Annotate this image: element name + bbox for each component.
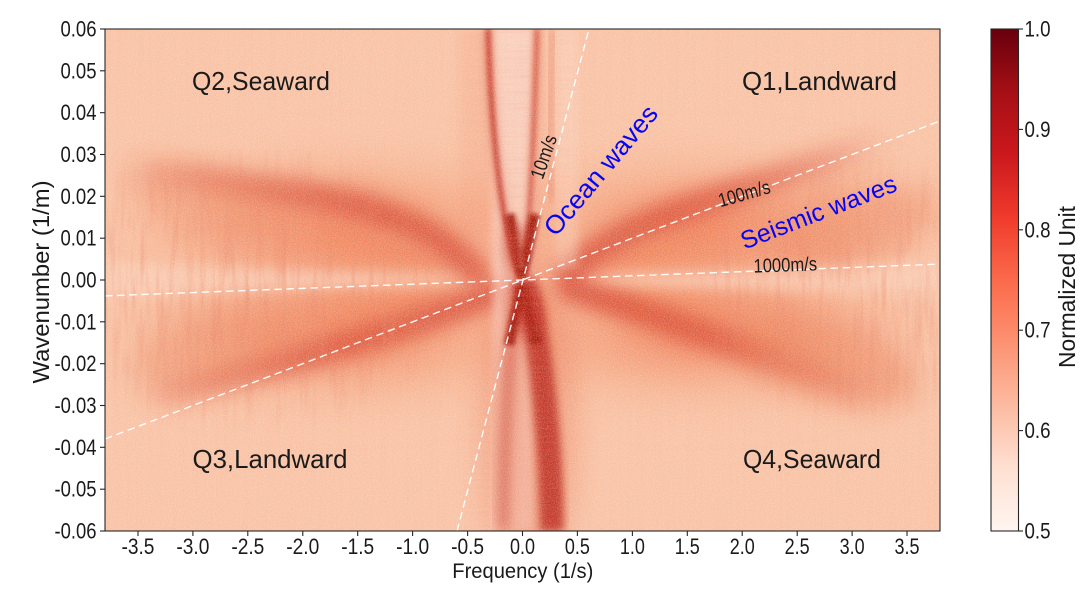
svg-text:Q3,Landward: Q3,Landward (193, 444, 348, 474)
svg-text:2.5: 2.5 (785, 534, 810, 559)
svg-text:-3.5: -3.5 (121, 534, 154, 559)
svg-text:Wavenumber (1/m): Wavenumber (1/m) (28, 181, 54, 384)
svg-text:-0.04: -0.04 (55, 435, 97, 460)
svg-text:Q2,Seaward: Q2,Seaward (192, 66, 330, 96)
svg-text:-1.5: -1.5 (341, 534, 374, 559)
svg-text:-0.05: -0.05 (55, 477, 97, 502)
svg-text:-0.02: -0.02 (55, 351, 97, 376)
svg-text:-0.5: -0.5 (451, 534, 484, 559)
svg-text:0.6: 0.6 (1025, 418, 1051, 443)
svg-text:Q1,Landward: Q1,Landward (742, 66, 897, 96)
svg-text:0.02: 0.02 (61, 184, 97, 209)
svg-text:-3.0: -3.0 (176, 534, 209, 559)
svg-text:0.5: 0.5 (1025, 519, 1051, 544)
svg-text:0.05: 0.05 (61, 58, 97, 83)
svg-text:Q4,Seaward: Q4,Seaward (743, 444, 881, 474)
svg-text:-0.03: -0.03 (55, 393, 97, 418)
svg-text:0.00: 0.00 (61, 268, 97, 293)
svg-text:-2.5: -2.5 (231, 534, 264, 559)
svg-text:-0.06: -0.06 (55, 519, 97, 544)
svg-text:0.7: 0.7 (1025, 318, 1051, 343)
svg-text:0.01: 0.01 (61, 226, 97, 251)
svg-text:Normalized Unit: Normalized Unit (1054, 205, 1080, 368)
svg-text:0.04: 0.04 (61, 100, 97, 125)
svg-text:0.8: 0.8 (1025, 217, 1051, 242)
svg-text:1.5: 1.5 (675, 534, 700, 559)
svg-text:Frequency (1/s): Frequency (1/s) (452, 559, 593, 583)
svg-text:0.0: 0.0 (510, 534, 535, 559)
svg-text:0.5: 0.5 (565, 534, 590, 559)
svg-text:1.0: 1.0 (620, 534, 645, 559)
svg-text:-0.01: -0.01 (55, 309, 97, 334)
svg-text:-2.0: -2.0 (286, 534, 319, 559)
svg-text:0.03: 0.03 (61, 142, 97, 167)
svg-text:0.06: 0.06 (61, 17, 97, 42)
svg-text:3.0: 3.0 (840, 534, 865, 559)
svg-text:-1.0: -1.0 (396, 534, 429, 559)
svg-text:2.0: 2.0 (730, 534, 755, 559)
svg-text:3.5: 3.5 (895, 534, 920, 559)
svg-text:1000m/s: 1000m/s (753, 253, 817, 277)
svg-text:0.9: 0.9 (1025, 117, 1051, 142)
svg-text:1.0: 1.0 (1025, 17, 1051, 42)
